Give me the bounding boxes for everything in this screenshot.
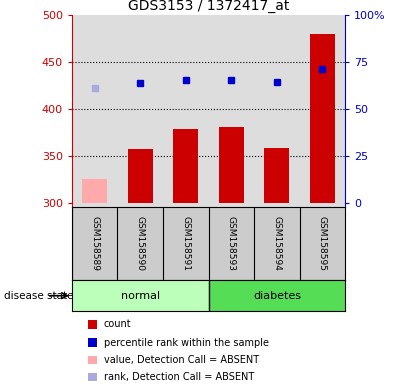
Text: value, Detection Call = ABSENT: value, Detection Call = ABSENT — [104, 355, 259, 365]
Text: count: count — [104, 319, 131, 329]
Text: disease state: disease state — [4, 291, 74, 301]
Text: GSM158589: GSM158589 — [90, 216, 99, 271]
Bar — [82, 179, 107, 203]
Bar — [219, 127, 244, 203]
Text: GSM158593: GSM158593 — [227, 216, 236, 271]
Text: rank, Detection Call = ABSENT: rank, Detection Call = ABSENT — [104, 372, 254, 382]
Text: GSM158590: GSM158590 — [136, 216, 145, 271]
Text: normal: normal — [121, 291, 160, 301]
Text: percentile rank within the sample: percentile rank within the sample — [104, 338, 268, 348]
Bar — [310, 34, 335, 203]
Bar — [173, 129, 199, 203]
Text: GSM158591: GSM158591 — [181, 216, 190, 271]
Bar — [72, 280, 209, 311]
Title: GDS3153 / 1372417_at: GDS3153 / 1372417_at — [128, 0, 289, 13]
Text: GSM158594: GSM158594 — [272, 217, 282, 271]
Text: diabetes: diabetes — [253, 291, 301, 301]
Bar — [209, 280, 345, 311]
Bar — [264, 148, 289, 203]
Text: GSM158595: GSM158595 — [318, 216, 327, 271]
Bar — [128, 149, 153, 203]
